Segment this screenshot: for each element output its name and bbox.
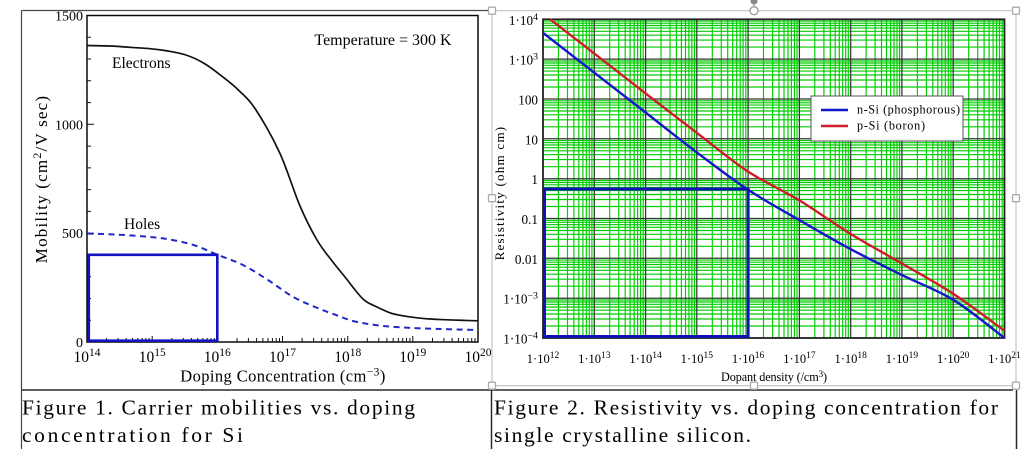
svg-text:Electrons: Electrons	[112, 55, 171, 72]
svg-text:Temperature = 300 K: Temperature = 300 K	[314, 32, 452, 49]
svg-text:single crystalline silicon.: single crystalline silicon.	[494, 423, 751, 447]
svg-text:0.01: 0.01	[515, 252, 538, 267]
svg-text:Figure 1. Carrier mobilities v: Figure 1. Carrier mobilities vs. doping	[22, 396, 415, 420]
svg-text:concentration for Si: concentration for Si	[22, 423, 243, 447]
svg-text:1·103: 1·103	[509, 52, 538, 68]
svg-text:100: 100	[518, 93, 538, 108]
svg-text:0.1: 0.1	[522, 212, 538, 227]
svg-text:p-Si (boron): p-Si (boron)	[857, 119, 925, 133]
svg-text:Resistivity (ohm cm): Resistivity (ohm cm)	[492, 126, 507, 261]
svg-text:1: 1	[531, 172, 538, 187]
svg-text:Doping Concentration (cm−3): Doping Concentration (cm−3)	[180, 367, 385, 386]
svg-text:Holes: Holes	[124, 216, 160, 233]
svg-text:1000: 1000	[55, 118, 83, 133]
svg-text:0: 0	[76, 336, 83, 351]
svg-text:1500: 1500	[55, 10, 83, 25]
svg-text:Mobility (cm2/V sec): Mobility (cm2/V sec)	[30, 95, 51, 264]
svg-text:n-Si (phosphorous): n-Si (phosphorous)	[857, 103, 960, 117]
svg-text:10: 10	[525, 132, 539, 147]
svg-text:500: 500	[62, 227, 83, 242]
svg-text:1·104: 1·104	[509, 12, 538, 28]
svg-text:Dopant density (/cm3): Dopant density (/cm3)	[721, 369, 827, 384]
